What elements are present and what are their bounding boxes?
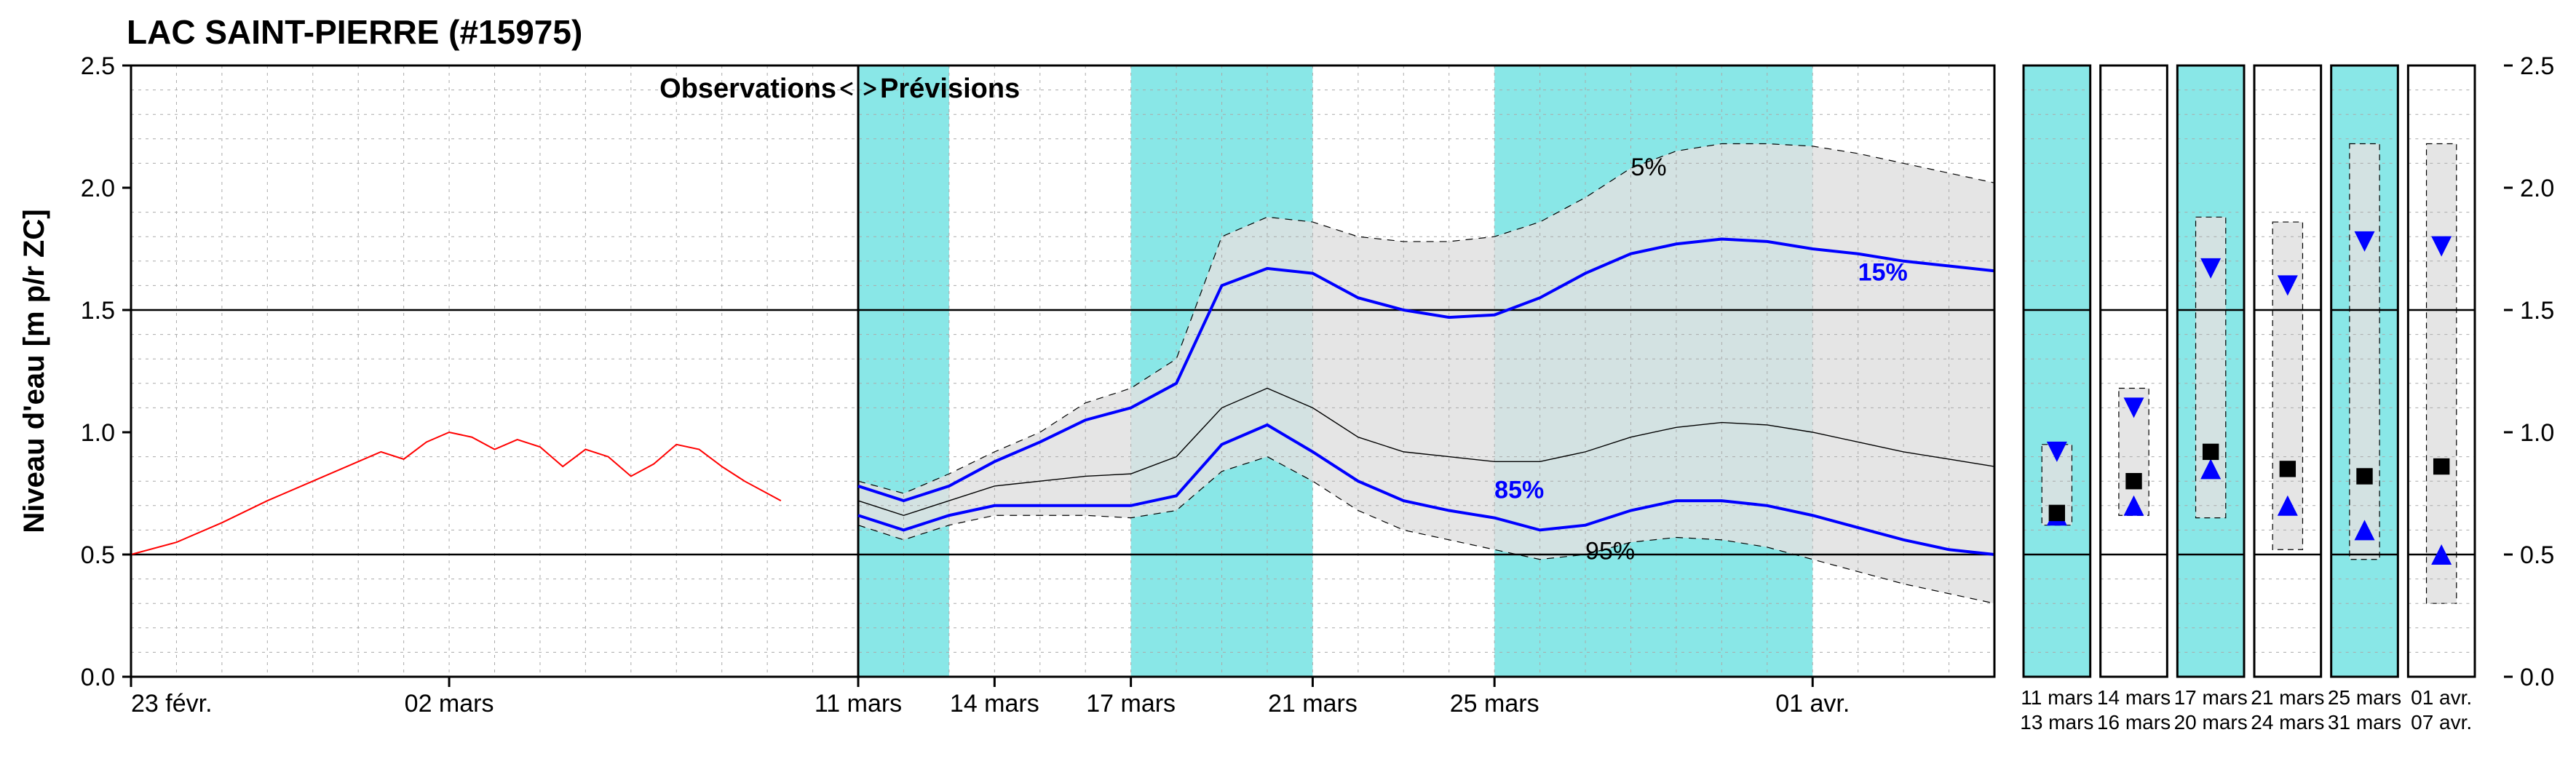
p50-marker-icon [2125, 473, 2141, 489]
side-panel-label: 25 mars [2328, 686, 2401, 709]
side-panel-label: 16 mars [2097, 711, 2171, 734]
side-panel-label: 13 mars [2020, 711, 2093, 734]
y-tick-label: 2.5 [2520, 52, 2554, 80]
side-panel-label: 11 mars [2021, 686, 2093, 709]
x-tick-label: 25 mars [1450, 690, 1539, 718]
y-tick-label: 1.0 [81, 419, 115, 447]
side-panel-bg [2024, 65, 2090, 677]
y-tick-label: 0.5 [81, 541, 115, 569]
y-axis-label: Niveau d'eau [m p/r ZC] [18, 209, 50, 533]
y-tick-label: 1.5 [2520, 297, 2554, 325]
y-tick-label: 2.5 [81, 52, 115, 80]
x-tick-label: 02 mars [405, 690, 494, 718]
percentile-label: 5% [1630, 154, 1666, 181]
side-panel-label: 31 mars [2328, 711, 2401, 734]
x-tick-label: 14 mars [950, 690, 1039, 718]
chart-container: LAC SAINT-PIERRE (#15975) 5% 15% 85% 95% Obse… [0, 0, 2576, 767]
y-tick-label: 2.0 [2520, 175, 2554, 202]
y-tick-label: 0.0 [81, 664, 115, 691]
side-panel-label: 20 mars [2174, 711, 2248, 734]
y-tick-label: 1.0 [2520, 419, 2554, 447]
percentile-label: 95% [1585, 538, 1635, 565]
y-tick-label: 1.5 [81, 297, 115, 325]
x-tick-label: 01 avr. [1775, 690, 1850, 718]
side-panel-label: 24 mars [2251, 711, 2324, 734]
legend-observations: Observations [659, 73, 836, 104]
side-band [2427, 144, 2457, 604]
p50-marker-icon [2049, 505, 2065, 521]
p50-marker-icon [2433, 458, 2449, 474]
side-panel-label: 17 mars [2174, 686, 2248, 709]
p50-marker-icon [2203, 444, 2219, 460]
y-tick-label: 2.0 [81, 175, 115, 202]
x-tick-label: 11 mars [815, 690, 902, 718]
side-panel-bg [2101, 65, 2168, 677]
percentile-label: 15% [1858, 259, 1908, 287]
side-band [2350, 144, 2379, 560]
p50-marker-icon [2280, 461, 2296, 477]
chart-title: LAC SAINT-PIERRE (#15975) [127, 13, 582, 51]
y-tick-label: 0.0 [2520, 664, 2554, 691]
side-panel-label: 07 avr. [2411, 711, 2472, 734]
x-tick-label: 23 févr. [131, 690, 213, 718]
percentile-label: 85% [1494, 477, 1544, 504]
x-tick-label: 21 mars [1268, 690, 1358, 718]
x-tick-label: 17 mars [1086, 690, 1176, 718]
p50-marker-icon [2356, 468, 2372, 484]
y-tick-label: 0.5 [2520, 541, 2554, 569]
side-panel-label: 14 mars [2097, 686, 2171, 709]
side-panel-label: 21 mars [2251, 686, 2324, 709]
legend-forecast: Prévisions [880, 73, 1020, 104]
side-panel-label: 01 avr. [2411, 686, 2472, 709]
